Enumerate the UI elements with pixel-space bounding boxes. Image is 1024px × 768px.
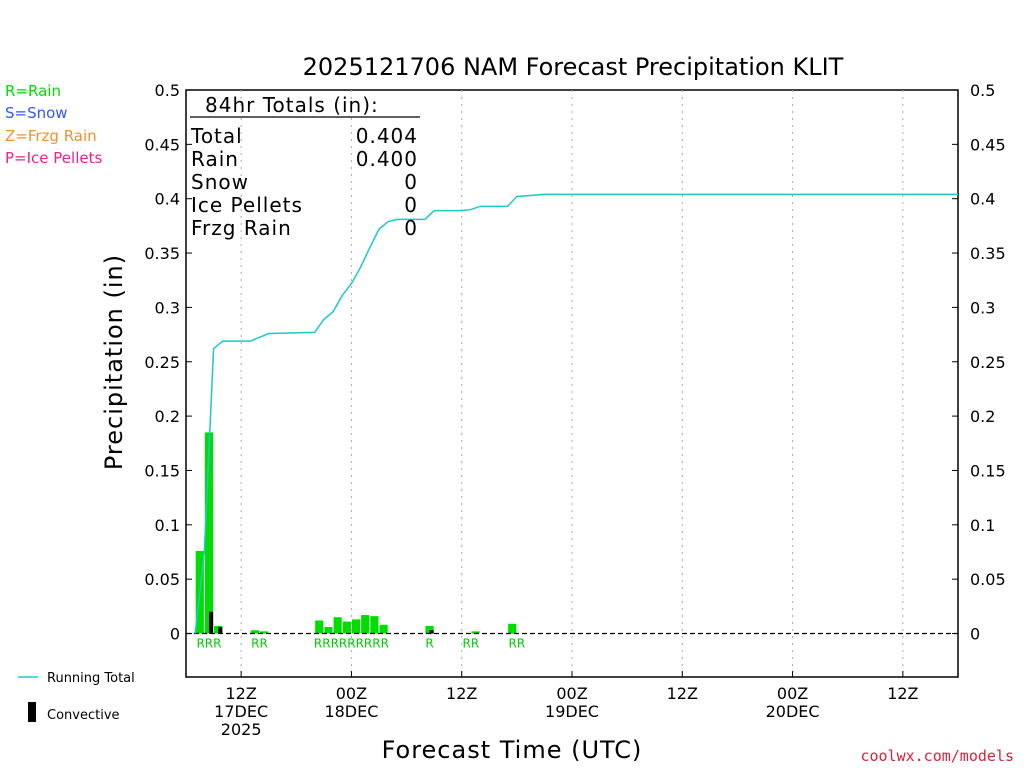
legend-snow: S=Snow <box>5 104 68 122</box>
x-tick-label: 18DEC <box>324 702 378 721</box>
x-tick-label: 00Z <box>336 684 367 703</box>
y-tick-label-right: 0.25 <box>970 353 1006 372</box>
x-tick-label: 12Z <box>667 684 698 703</box>
precip-bar <box>351 619 361 634</box>
totals-ice-value: 0 <box>404 193 418 217</box>
x-tick-label: 17DEC <box>214 702 268 721</box>
legend-running-total: Running Total <box>47 671 135 686</box>
totals-frzg-value: 0 <box>404 216 418 240</box>
legend-ice-pellets: P=Ice Pellets <box>5 149 102 167</box>
y-tick-label-right: 0.3 <box>970 298 995 317</box>
precip-bar <box>204 432 214 634</box>
convective-bar <box>209 611 214 634</box>
y-tick-label-right: 0.35 <box>970 244 1006 263</box>
x-axis-title: Forecast Time (UTC) <box>382 736 643 764</box>
y-tick-label-right: 0.5 <box>970 81 995 100</box>
y-tick-label-left: 0.1 <box>155 516 180 535</box>
precip-type-code: R <box>425 637 433 651</box>
precip-bar <box>471 631 480 634</box>
x-tick-label: 12Z <box>887 684 918 703</box>
precip-bar <box>315 620 324 634</box>
precip-type-codes: RRR RR RRRRRRRRR R RR RR <box>196 637 525 651</box>
precip-type-code: RR <box>251 637 268 651</box>
x-tick-label: 12Z <box>225 684 256 703</box>
y-tick-label-left: 0.3 <box>155 298 180 317</box>
series-legend: Running Total Convective <box>18 671 135 723</box>
y-tick-label-left: 0.15 <box>144 461 180 480</box>
y-axis-title: Precipitation (in) <box>100 254 128 470</box>
y-tick-label-left: 0.05 <box>144 570 180 589</box>
y-tick-label-left: 0.2 <box>155 407 180 426</box>
legend-frzg-rain: Z=Frzg Rain <box>5 127 97 145</box>
precip-bar <box>370 616 379 634</box>
type-legend: R=Rain S=Snow Z=Frzg Rain P=Ice Pellets <box>5 82 102 167</box>
x-tick-label: 12Z <box>446 684 477 703</box>
y-tick-label-right: 0 <box>970 625 980 644</box>
y-tick-label-right: 0.2 <box>970 407 995 426</box>
totals-snow-label: Snow <box>191 170 249 194</box>
precip-type-code: RR <box>463 637 480 651</box>
precip-bar <box>260 631 269 634</box>
totals-heading: 84hr Totals (in): <box>205 93 379 117</box>
y-tick-label-right: 0.45 <box>970 135 1006 154</box>
totals-frzg-label: Frzg Rain <box>191 216 292 240</box>
precip-bar <box>508 623 517 634</box>
precip-bar <box>250 630 260 634</box>
y-tick-label-left: 0 <box>170 625 180 644</box>
totals-total-label: Total <box>190 124 243 148</box>
x-tick-label: 20DEC <box>766 702 820 721</box>
totals-total-value: 0.404 <box>356 124 418 148</box>
totals-ice-label: Ice Pellets <box>191 193 303 217</box>
y-tick-label-right: 0.4 <box>970 190 995 209</box>
precip-bar <box>425 625 434 634</box>
x-tick-label: 00Z <box>777 684 808 703</box>
vertical-gridlines <box>240 90 904 677</box>
totals-rain-value: 0.400 <box>356 147 418 171</box>
y-tick-label-left: 0.35 <box>144 244 180 263</box>
convective-swatch <box>28 702 36 722</box>
precip-bar <box>324 626 333 634</box>
convective-bar <box>218 626 223 634</box>
y-axis-ticks: 0 00.05 0.050.1 0.10.15 0.150.2 0.20.25 0.250.… <box>144 81 1005 644</box>
precipitation-bars <box>195 432 517 634</box>
y-tick-label-left: 0.45 <box>144 135 180 154</box>
chart-title: 2025121706 NAM Forecast Precipitation KL… <box>303 53 844 81</box>
totals-rain-label: Rain <box>191 147 239 171</box>
legend-rain: R=Rain <box>5 82 61 100</box>
totals-box: 84hr Totals (in): Total 0.404 Rain 0.400… <box>190 93 420 240</box>
convective-bar <box>429 630 434 634</box>
precip-type-code: RRRRRRRRR <box>314 637 389 651</box>
running-total-line <box>194 193 958 634</box>
precip-bar <box>342 621 351 634</box>
totals-snow-value: 0 <box>404 170 418 194</box>
x-tick-label: 00Z <box>556 684 587 703</box>
precip-type-code: RRR <box>196 637 221 651</box>
y-tick-label-right: 0.15 <box>970 461 1006 480</box>
precip-bar <box>361 615 370 634</box>
y-tick-label-left: 0.4 <box>155 190 180 209</box>
y-tick-label-left: 0.25 <box>144 353 180 372</box>
precip-bar <box>333 617 342 634</box>
legend-convective: Convective <box>47 708 120 723</box>
y-tick-label-right: 0.05 <box>970 570 1006 589</box>
precip-type-code: RR <box>509 637 526 651</box>
y-tick-label-right: 0.1 <box>970 516 995 535</box>
precip-bar <box>379 624 388 634</box>
x-tick-label: 2025 <box>221 720 262 739</box>
credit-text: coolwx.com/models <box>860 747 1014 765</box>
x-tick-label: 19DEC <box>545 702 599 721</box>
convective-bars <box>209 611 434 634</box>
y-tick-label-left: 0.5 <box>155 81 180 100</box>
precip-bar <box>214 625 223 634</box>
